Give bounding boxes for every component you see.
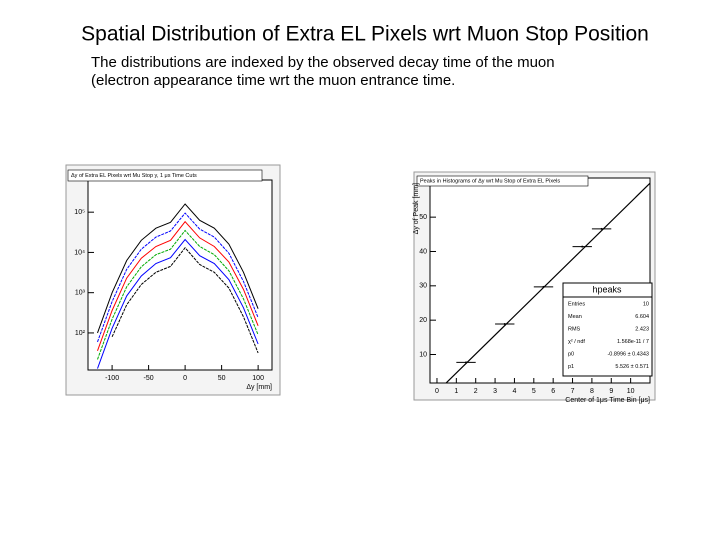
x-tick-label: 0 xyxy=(183,375,187,382)
point xyxy=(600,227,603,230)
point xyxy=(542,285,545,288)
y-tick-label: 10⁴ xyxy=(74,249,85,256)
stats-label: RMS xyxy=(568,326,581,332)
x-tick-label: 8 xyxy=(590,388,594,395)
x-tick-label: -100 xyxy=(105,375,119,382)
stats-label: Entries xyxy=(568,301,585,307)
x-tick-label: 7 xyxy=(571,388,575,395)
x-tick-label: 0 xyxy=(435,388,439,395)
slide-text: (electron appearance time wrt the muon e… xyxy=(91,72,455,89)
y-tick-label: 40 xyxy=(419,248,427,255)
stats-value: 10 xyxy=(643,301,649,307)
slide-title: Spatial Distribution of Extra EL Pixels … xyxy=(81,23,649,46)
x-tick-label: 6 xyxy=(551,388,555,395)
x-tick-label: 1 xyxy=(454,388,458,395)
y-tick-label: 50 xyxy=(419,214,427,221)
chart-title: Peaks in Histograms of Δy wrt Mu Stop of… xyxy=(420,178,560,184)
title-box xyxy=(416,175,589,187)
title-box xyxy=(67,169,263,182)
y-axis-label: Δy of Peak [mm] xyxy=(413,183,420,234)
x-tick-label: 4 xyxy=(512,388,516,395)
curve xyxy=(97,238,259,369)
slide-text: The distributions are indexed by the obs… xyxy=(91,54,555,71)
stats-label: p1 xyxy=(568,364,574,370)
y-tick-label: 10³ xyxy=(75,290,86,297)
x-tick-label: 3 xyxy=(493,388,497,395)
stats-value: -0.8996 ± 0.4343 xyxy=(607,351,649,357)
stats-label: Mean xyxy=(568,314,582,320)
curve xyxy=(97,220,259,351)
x-tick-label: 9 xyxy=(609,388,613,395)
x-axis-label: Center of 1μs Time Bin [μs] xyxy=(565,397,650,404)
stats-name: hpeaks xyxy=(592,284,622,294)
point xyxy=(465,361,468,364)
x-axis-label: Δy [mm] xyxy=(246,384,272,391)
x-tick-label: -50 xyxy=(144,375,154,382)
x-tick-label: 50 xyxy=(218,375,226,382)
point xyxy=(581,245,584,248)
x-tick-label: 5 xyxy=(532,388,536,395)
stats-label: χ² / ndf xyxy=(568,339,585,345)
curve xyxy=(111,247,259,354)
stats-value: 5.526 ± 0.571 xyxy=(615,364,649,370)
y-tick-label: 10² xyxy=(75,330,86,337)
y-tick-label: 10 xyxy=(419,351,427,358)
x-tick-label: 2 xyxy=(474,388,478,395)
x-tick-label: 100 xyxy=(252,375,264,382)
curve xyxy=(97,203,259,334)
curve xyxy=(97,229,259,360)
stats-value: 2.423 xyxy=(635,326,649,332)
chart-title: Δy of Extra EL Pixels wrt Mu Stop y, 1 μ… xyxy=(71,173,197,179)
stats-box xyxy=(562,282,653,377)
y-tick-label: 10⁵ xyxy=(74,209,85,216)
stats-value: 6.604 xyxy=(635,314,649,320)
stats-value: 1.568e-11 / 7 xyxy=(617,339,649,345)
x-tick-label: 10 xyxy=(627,388,635,395)
curve xyxy=(97,212,259,343)
y-tick-label: 30 xyxy=(419,283,427,290)
y-tick-label: 20 xyxy=(419,317,427,324)
stats-label: p0 xyxy=(568,351,574,357)
point xyxy=(503,322,506,325)
fit-line xyxy=(445,182,651,384)
